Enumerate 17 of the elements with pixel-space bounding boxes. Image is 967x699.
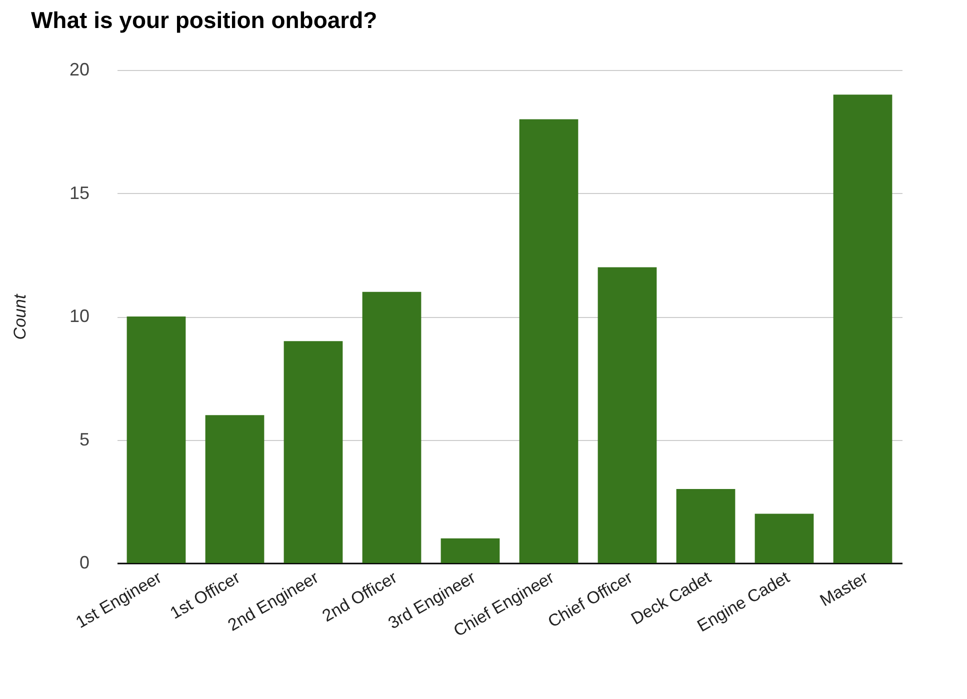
bar — [205, 415, 264, 563]
y-tick-label: 20 — [69, 60, 90, 80]
chart-title: What is your position onboard? — [30, 7, 378, 33]
bar — [754, 514, 814, 563]
bar — [598, 267, 657, 563]
bar — [833, 94, 892, 563]
bar — [519, 119, 578, 563]
y-tick-label: 10 — [69, 306, 90, 326]
bar — [440, 538, 500, 563]
y-tick-label: 0 — [79, 552, 90, 572]
bar — [284, 341, 343, 563]
bar — [676, 489, 736, 563]
y-tick-label: 15 — [69, 182, 90, 203]
bar — [362, 292, 422, 563]
y-axis-title: Count — [10, 293, 30, 340]
bar — [126, 316, 186, 563]
y-tick-label: 5 — [79, 429, 90, 450]
